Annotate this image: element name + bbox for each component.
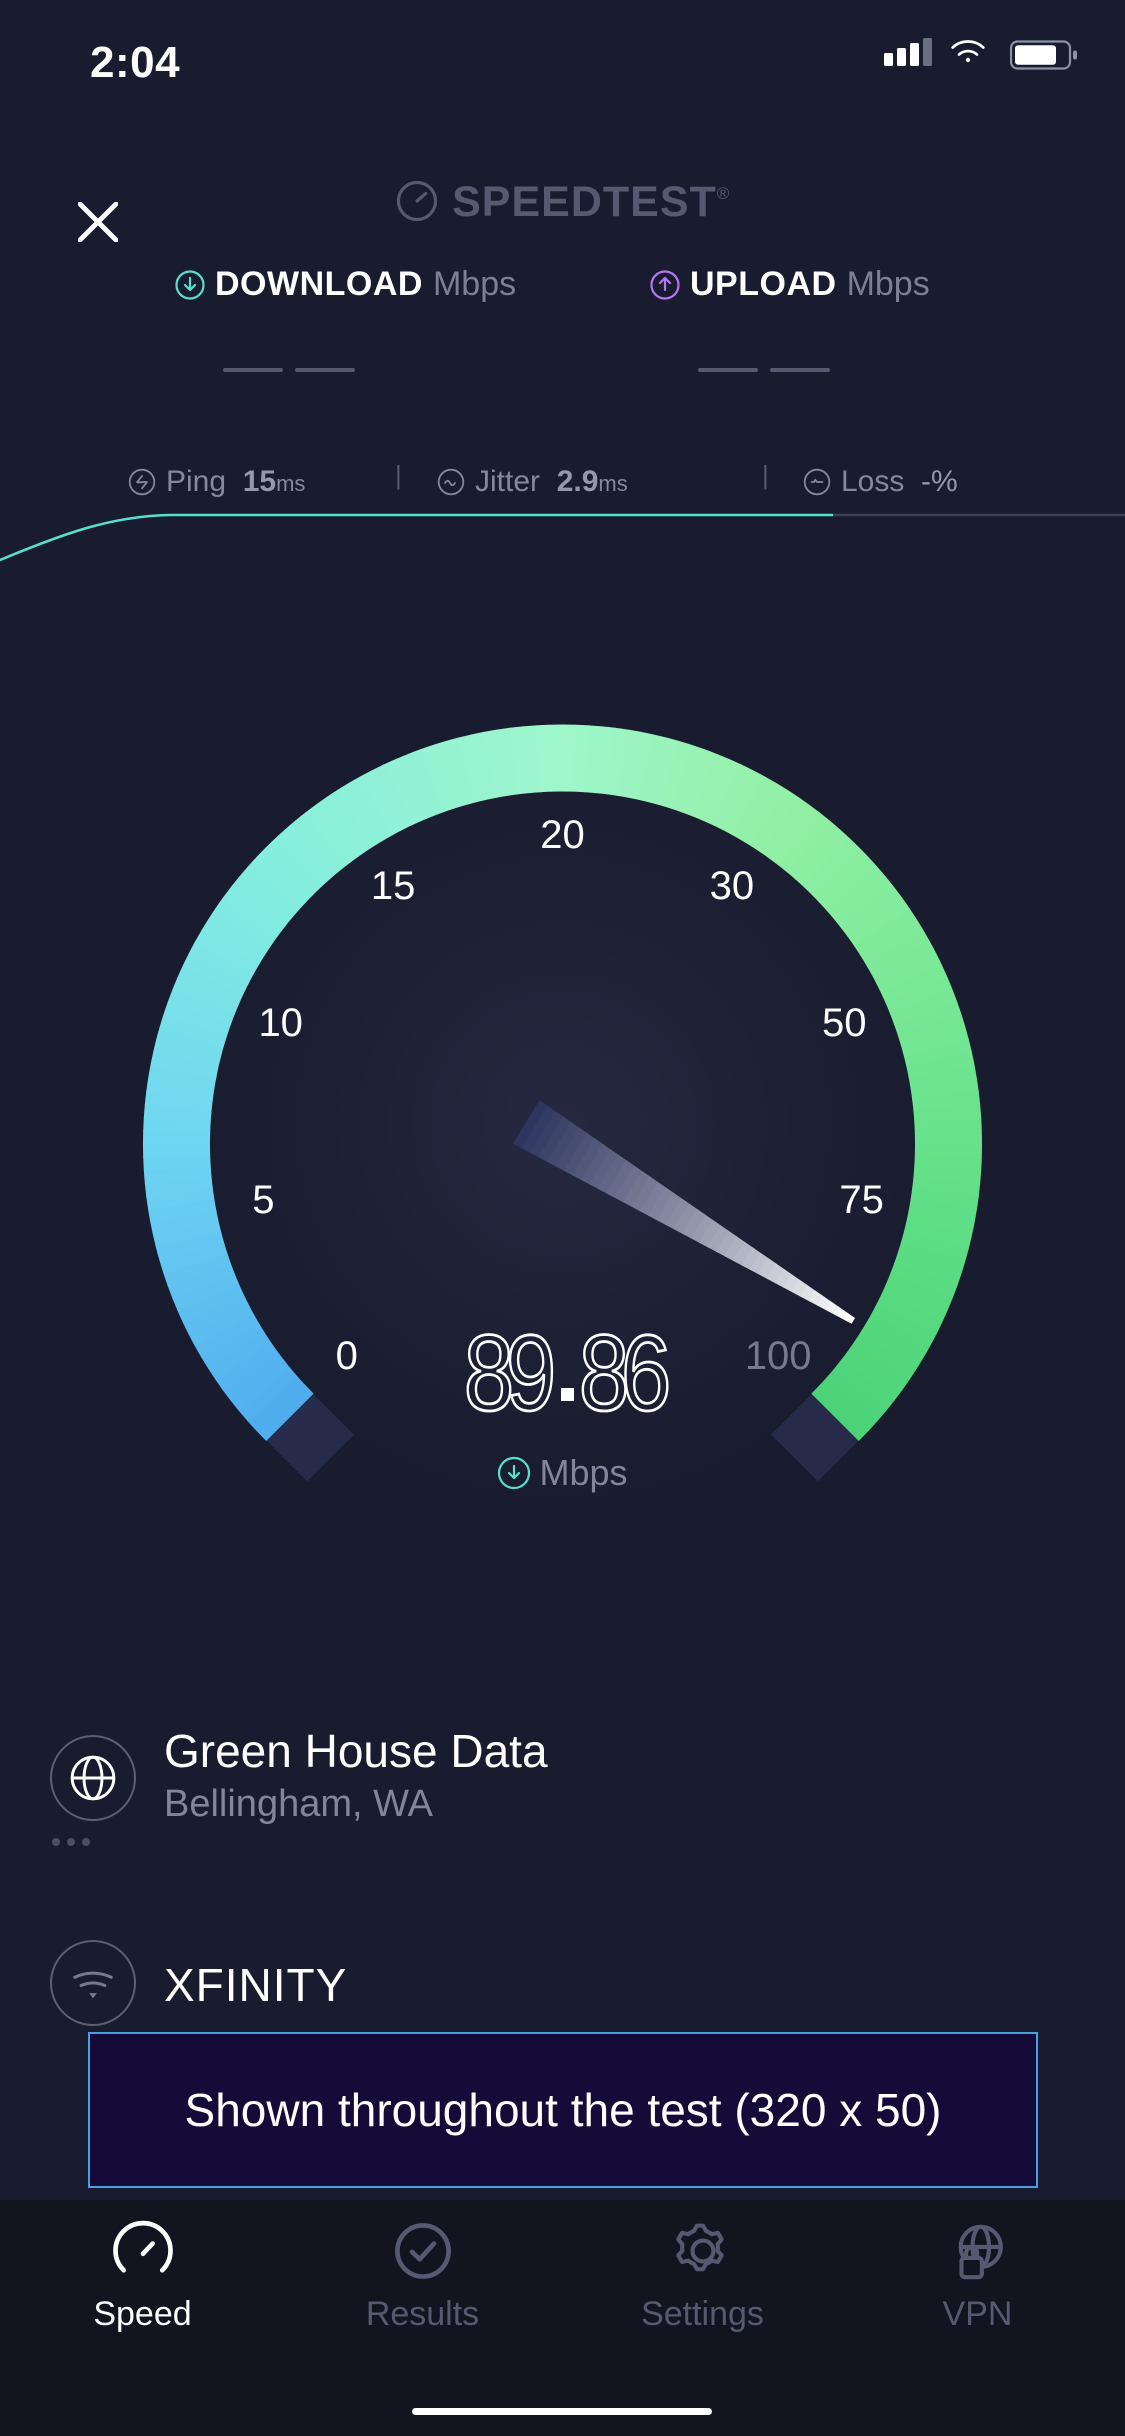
svg-text:89: 89 xyxy=(464,1314,552,1434)
svg-text:86: 86 xyxy=(579,1314,668,1434)
